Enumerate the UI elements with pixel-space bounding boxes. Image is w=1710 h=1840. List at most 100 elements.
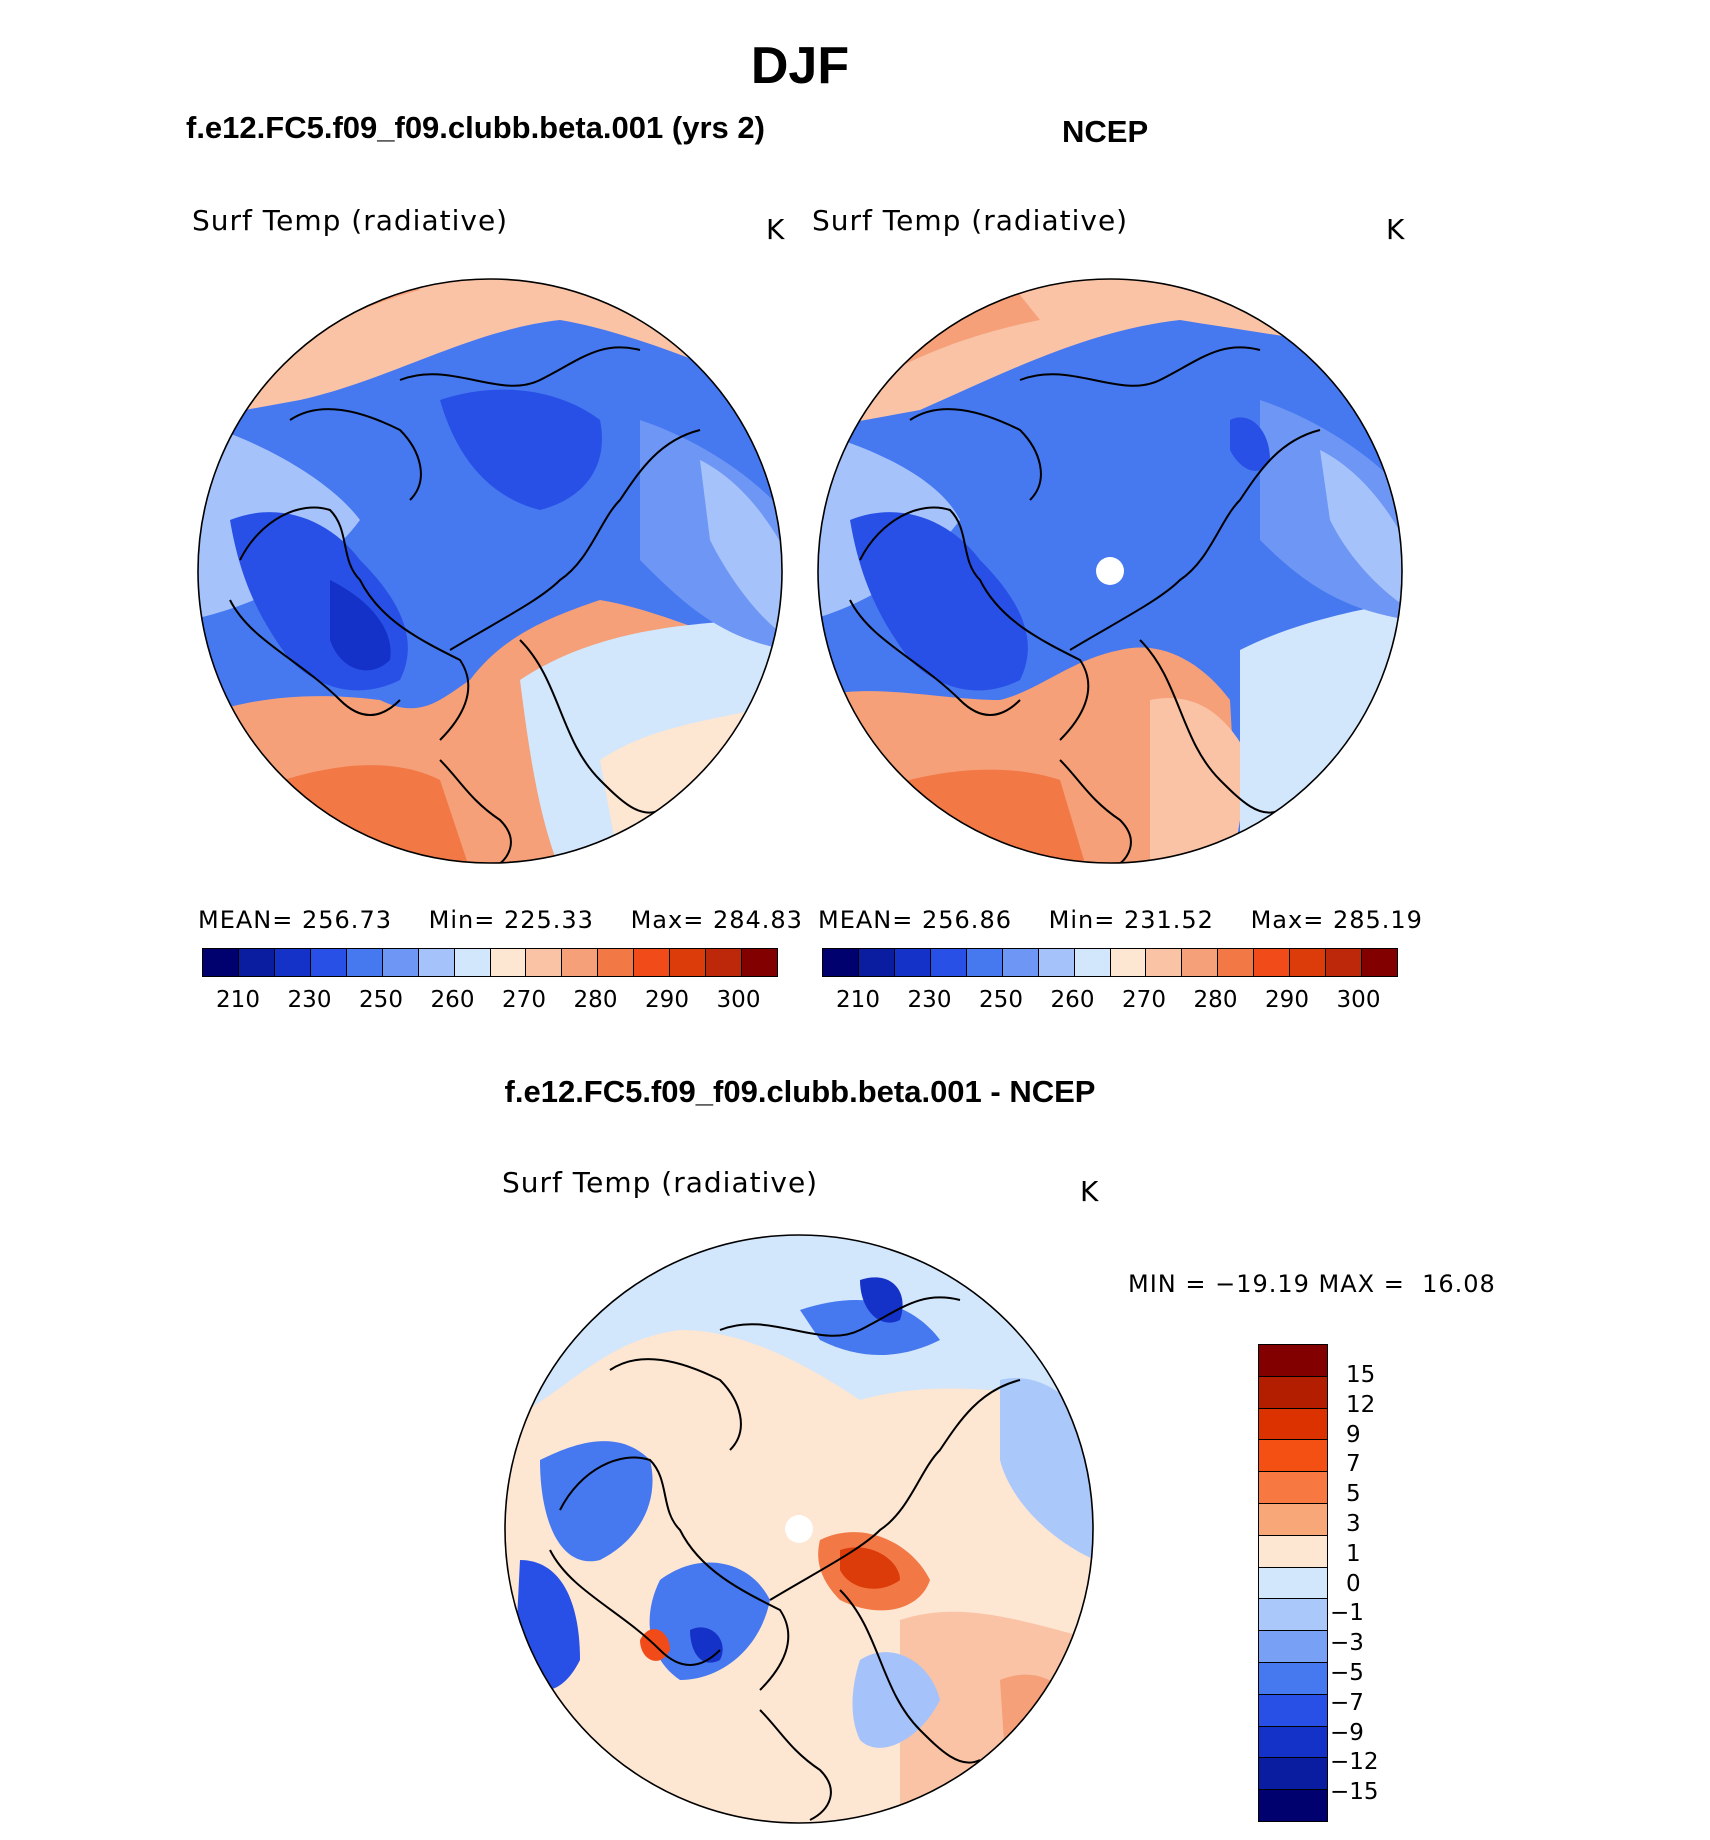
colorbar-swatch — [598, 949, 635, 976]
colorbar-swatch — [742, 949, 777, 976]
colorbar-tick-label: 3 — [1346, 1511, 1361, 1537]
colorbar-swatch — [1002, 949, 1039, 976]
colorbar-swatch — [858, 949, 895, 976]
colorbar-swatch — [1182, 949, 1219, 976]
colorbar-tick-label: 210 — [216, 987, 260, 1013]
colorbar-swatch — [1259, 1376, 1327, 1409]
ncep-header: NCEP — [1062, 114, 1149, 149]
colorbar-swatch — [1362, 949, 1397, 976]
colorbar-tick-label: −7 — [1330, 1689, 1364, 1716]
colorbar-tick-label: −1 — [1330, 1600, 1364, 1627]
model-max-value: 284.83 — [712, 906, 803, 934]
model-min-label: Min= — [428, 906, 496, 934]
colorbar-swatch — [310, 949, 347, 976]
model-mean-value: 256.73 — [302, 906, 392, 934]
diff-variable-label: Surf Temp (radiative) — [502, 1166, 819, 1199]
colorbar-swatch — [706, 949, 743, 976]
ncep-stats: MEAN= 256.86 Min= 231.52 Max= 285.19 — [818, 906, 1423, 934]
colorbar-tick-label: 250 — [979, 987, 1023, 1013]
colorbar-swatch — [526, 949, 563, 976]
colorbar-tick-label: 12 — [1346, 1391, 1376, 1418]
colorbar-tick-label: 9 — [1346, 1421, 1361, 1448]
colorbar-tick-label: 300 — [1336, 987, 1381, 1013]
ncep-max-value: 285.19 — [1332, 906, 1423, 934]
colorbar-swatch — [1259, 1599, 1327, 1632]
colorbar-tick-label: 210 — [836, 987, 880, 1013]
ncep-colorbar — [822, 948, 1398, 977]
colorbar-tick-label: −9 — [1330, 1719, 1364, 1746]
colorbar-swatch — [1259, 1790, 1327, 1821]
colorbar-swatch — [1110, 949, 1147, 976]
colorbar-swatch — [346, 949, 383, 976]
colorbar-tick-label: −5 — [1330, 1660, 1364, 1686]
colorbar-swatch — [203, 949, 239, 976]
colorbar-tick-label: 250 — [359, 987, 403, 1013]
ncep-units-label: K — [1386, 213, 1406, 246]
colorbar-swatch — [894, 949, 931, 976]
colorbar-swatch — [966, 949, 1003, 976]
figure-title: DJF — [750, 37, 850, 95]
colorbar-swatch — [1146, 949, 1183, 976]
colorbar-tick-label: 230 — [907, 987, 952, 1013]
colorbar-tick-label: 1 — [1346, 1540, 1361, 1567]
model-units-label: K — [766, 213, 786, 246]
diff-colorbar — [1258, 1344, 1328, 1822]
colorbar-swatch — [1259, 1535, 1327, 1568]
colorbar-swatch — [823, 949, 859, 976]
colorbar-swatch — [1290, 949, 1327, 976]
colorbar-tick-label: −12 — [1330, 1749, 1379, 1776]
colorbar-tick-label: 0 — [1346, 1570, 1361, 1597]
colorbar-tick-label: 230 — [287, 987, 332, 1013]
colorbar-swatch — [1218, 949, 1255, 976]
colorbar-tick-label: 300 — [716, 987, 761, 1013]
colorbar-swatch — [1259, 1758, 1327, 1791]
colorbar-swatch — [1254, 949, 1291, 976]
diff-minmax: MIN = −19.19 MAX = 16.08 — [1128, 1270, 1496, 1298]
colorbar-swatch — [1038, 949, 1075, 976]
colorbar-swatch — [1259, 1631, 1327, 1663]
colorbar-swatch — [274, 949, 311, 976]
colorbar-swatch — [1259, 1567, 1327, 1600]
colorbar-swatch — [1259, 1472, 1327, 1504]
colorbar-tick-label: 270 — [1122, 987, 1166, 1013]
model-header: f.e12.FC5.f09_f09.clubb.beta.001 (yrs 2) — [186, 110, 765, 145]
colorbar-swatch — [490, 949, 527, 976]
ncep-max-label: Max= — [1250, 906, 1325, 934]
colorbar-swatch — [1259, 1662, 1327, 1695]
ncep-mean-value: 256.86 — [922, 906, 1012, 934]
colorbar-tick-label: 5 — [1346, 1481, 1361, 1508]
colorbar-tick-label: 260 — [1050, 987, 1095, 1013]
colorbar-tick-label: 260 — [430, 987, 475, 1013]
model-stats: MEAN= 256.73 Min= 225.33 Max= 284.83 — [198, 906, 803, 934]
colorbar-swatch — [1326, 949, 1363, 976]
colorbar-swatch — [1259, 1503, 1327, 1536]
colorbar-swatch — [418, 949, 455, 976]
model-min-value: 225.33 — [503, 906, 594, 934]
ncep-variable-label: Surf Temp (radiative) — [812, 204, 1129, 237]
colorbar-swatch — [1259, 1408, 1327, 1441]
colorbar-tick-label: 280 — [1193, 987, 1238, 1013]
ncep-mean-label: MEAN= — [818, 906, 914, 934]
ncep-min-label: Min= — [1048, 906, 1116, 934]
colorbar-tick-label: −3 — [1330, 1630, 1364, 1657]
colorbar-tick-label: 7 — [1346, 1451, 1361, 1478]
colorbar-tick-label: 280 — [573, 987, 618, 1013]
model-colorbar — [202, 948, 778, 977]
model-max-label: Max= — [630, 906, 705, 934]
colorbar-tick-label: 290 — [1265, 987, 1309, 1013]
colorbar-swatch — [634, 949, 671, 976]
colorbar-tick-label: 290 — [645, 987, 689, 1013]
colorbar-tick-label: 15 — [1346, 1362, 1376, 1388]
colorbar-swatch — [454, 949, 491, 976]
colorbar-swatch — [1259, 1694, 1327, 1727]
model-variable-label: Surf Temp (radiative) — [192, 204, 509, 237]
colorbar-swatch — [670, 949, 707, 976]
colorbar-swatch — [930, 949, 967, 976]
diff-header: f.e12.FC5.f09_f09.clubb.beta.001 - NCEP — [504, 1074, 1096, 1109]
diff-units-label: K — [1080, 1175, 1100, 1208]
colorbar-swatch — [1259, 1345, 1327, 1377]
colorbar-tick-label: 270 — [502, 987, 546, 1013]
colorbar-swatch — [1259, 1726, 1327, 1759]
colorbar-swatch — [562, 949, 599, 976]
colorbar-swatch — [382, 949, 419, 976]
